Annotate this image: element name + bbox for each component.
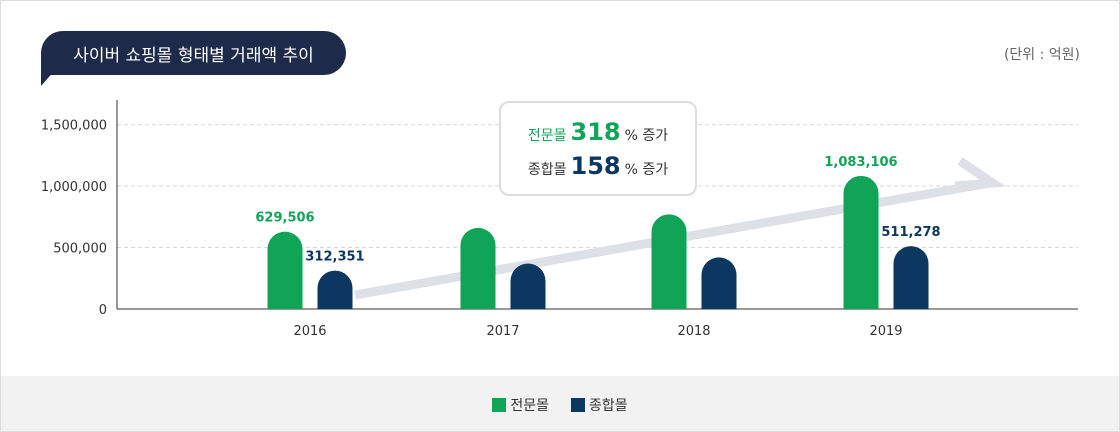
legend-bar — [1, 376, 1119, 431]
bar-general-2016 — [317, 270, 353, 309]
y-tick-label: 1,000,000 — [41, 180, 107, 195]
y-tick-label: 500,000 — [53, 242, 107, 257]
x-tick-label: 2018 — [677, 324, 710, 339]
callout-specialty: 전문몰 318 % 증가 — [528, 118, 668, 146]
callout-general: 종합몰 158 % 증가 — [528, 152, 668, 180]
data-label: 511,278 — [881, 225, 940, 240]
x-tick-label: 2019 — [869, 324, 902, 339]
legend-label-general: 종합몰 — [589, 398, 628, 414]
x-tick-label: 2016 — [293, 324, 326, 339]
data-label: 1,083,106 — [824, 155, 897, 170]
bar-specialty-2019 — [843, 175, 879, 309]
legend-swatch-specialty — [492, 398, 507, 412]
bar-specialty-2017 — [460, 227, 496, 309]
title-badge-tail — [41, 70, 55, 86]
y-tick-label: 1,500,000 — [41, 119, 107, 134]
callout-general-value: 158 — [570, 151, 621, 180]
legend-swatch-general — [571, 398, 585, 412]
bar-specialty-2016 — [267, 231, 303, 309]
legend-label-specialty: 전문몰 — [510, 398, 549, 414]
x-tick-label: 2017 — [486, 324, 519, 339]
bar-general-2018 — [701, 257, 737, 309]
unit-label: (단위 : 억원) — [1003, 47, 1080, 63]
callout-general-label: 종합몰 — [527, 161, 567, 178]
trend-arrow-head — [954, 157, 1007, 191]
data-label: 312,351 — [305, 250, 364, 265]
growth-callout: 전문몰 318 % 증가 종합몰 158 % 증가 — [499, 101, 697, 196]
bar-specialty-2018 — [651, 214, 687, 309]
bar-general-2017 — [510, 263, 546, 309]
callout-specialty-value: 318 — [570, 117, 621, 146]
legend: 전문몰 종합몰 — [0, 395, 1120, 415]
callout-specialty-label: 전문몰 — [527, 127, 567, 144]
callout-general-suffix: % 증가 — [624, 161, 669, 178]
bar-general-2019 — [893, 246, 929, 309]
chart-title: 사이버 쇼핑몰 형태별 거래액 추이 — [41, 31, 346, 75]
legend-item-specialty: 전문몰 — [492, 395, 549, 415]
y-tick-label: 0 — [99, 303, 107, 318]
callout-specialty-suffix: % 증가 — [624, 127, 669, 144]
legend-item-general: 종합몰 — [571, 395, 628, 415]
data-label: 629,506 — [255, 211, 314, 226]
